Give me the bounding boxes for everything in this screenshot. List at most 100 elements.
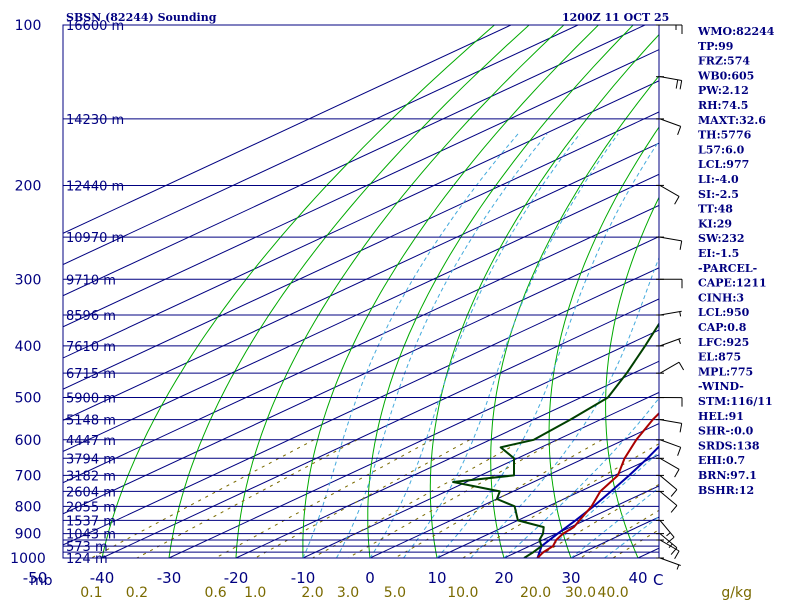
height-label: 10970 m <box>66 231 124 246</box>
profiles-layer <box>452 322 659 558</box>
station-title: SBSN (82244) Sounding <box>66 11 217 24</box>
temp-tick-label: 40 <box>628 569 647 587</box>
moist-adiabat <box>503 397 659 558</box>
temp-tick-label: -40 <box>90 569 115 587</box>
pressure-tick-label: 800 <box>15 499 42 515</box>
temperature-trace <box>536 411 659 558</box>
index-value: LCL:977 <box>698 158 749 171</box>
index-value: EHI:0.7 <box>698 454 745 467</box>
index-value: TT:48 <box>698 203 733 216</box>
mixing-ratio-label: 0.1 <box>80 585 102 600</box>
temp-tick-label: -50 <box>23 569 48 587</box>
index-value: LFC:925 <box>698 336 749 349</box>
mixing-ratio-line <box>91 439 315 558</box>
height-label: 124 m <box>66 552 108 567</box>
mixing-ratio-label: 1.0 <box>244 585 266 600</box>
pressure-tick-label: 200 <box>15 178 42 194</box>
temp-tick-label: 10 <box>427 569 446 587</box>
wind-barb <box>656 76 683 90</box>
index-value: -PARCEL- <box>698 262 757 275</box>
grid-layer <box>63 25 659 558</box>
isotherm-line <box>63 267 659 546</box>
index-value: EL:875 <box>698 351 741 364</box>
pressure-tick-label: 300 <box>15 272 42 288</box>
pressure-tick-label: 400 <box>15 339 42 355</box>
isotherm-line <box>63 25 512 234</box>
pressure-tick-label: 900 <box>15 527 42 543</box>
height-label: 9710 m <box>66 273 116 288</box>
index-value: MPL:775 <box>698 365 753 378</box>
pressure-tick-label: 600 <box>15 433 42 449</box>
sounding-time: 1200Z 11 OCT 25 <box>562 11 669 24</box>
moist-adiabat <box>436 140 659 558</box>
height-label: 16600 m <box>66 19 124 34</box>
index-value: HEL:91 <box>698 410 744 423</box>
isotherm-line <box>63 236 659 515</box>
temp-tick-label: 20 <box>494 569 513 587</box>
temp-tick-label: -20 <box>224 569 249 587</box>
wind-barb <box>656 474 678 497</box>
mixing-ratio-line <box>136 439 358 558</box>
height-label: 2604 m <box>66 485 116 500</box>
index-value: -WIND- <box>698 380 744 393</box>
index-value: WMO:82244 <box>697 25 775 38</box>
mixing-ratio-label: 2.0 <box>301 585 323 600</box>
moist-adiabat <box>336 133 548 558</box>
pressure-tick-label: 100 <box>15 18 42 34</box>
mixing-ratio-label: 40.0 <box>598 585 629 600</box>
mixing-ratio-label: 30.0 <box>565 585 596 600</box>
index-value: CAP:0.8 <box>698 321 747 334</box>
wind-barb <box>656 118 682 135</box>
index-value: SW:232 <box>698 232 745 245</box>
index-value: TH:5776 <box>698 129 752 142</box>
index-value: KI:29 <box>698 217 732 230</box>
height-label: 7610 m <box>66 340 116 355</box>
height-label: 14230 m <box>66 113 124 128</box>
index-value: MAXT:32.6 <box>698 114 766 127</box>
wind-barb <box>656 361 685 374</box>
index-value: SHR-:0.0 <box>698 425 754 438</box>
index-value: CINH:3 <box>698 291 744 304</box>
index-value: BRN:97.1 <box>698 469 757 482</box>
isotherm-line <box>63 25 646 297</box>
wind-barb <box>656 519 675 544</box>
index-value: PW:2.12 <box>698 84 749 97</box>
index-value: LCL:950 <box>698 306 750 319</box>
temp-tick-label: -10 <box>291 569 316 587</box>
height-label: 2055 m <box>66 500 116 515</box>
isotherm-line <box>101 298 659 558</box>
wind-barb <box>656 490 678 513</box>
height-label: 5900 m <box>66 392 116 407</box>
isotherm-line <box>63 173 659 453</box>
mixing-ratio-line <box>462 443 659 558</box>
height-label: 4447 m <box>66 434 116 449</box>
height-label: 573 m <box>66 540 108 555</box>
temp-tick-label: 30 <box>561 569 580 587</box>
index-value: BSHR:12 <box>698 484 754 497</box>
wind-barb <box>656 184 680 205</box>
mixing-ratio-label: 0.2 <box>126 585 148 600</box>
mixing-unit-label: g/kg <box>721 585 752 600</box>
moist-adiabat <box>570 486 659 558</box>
isotherm-line <box>63 142 659 421</box>
pressure-tick-label: 700 <box>15 468 42 484</box>
wind-barb <box>656 419 683 433</box>
isotherm-line <box>302 391 659 558</box>
wind-barb <box>656 337 681 347</box>
mixing-ratio-label: 5.0 <box>384 585 406 600</box>
mixing-ratio-label: 3.0 <box>337 585 359 600</box>
isotherm-line <box>235 360 659 558</box>
temp-tick-label: 0 <box>365 569 375 587</box>
index-value: L57:6.0 <box>698 143 745 156</box>
index-value: SI:-2.5 <box>698 188 739 201</box>
index-value: TP:99 <box>698 40 733 53</box>
height-label: 6715 m <box>66 367 116 382</box>
plot-frame <box>62 24 660 559</box>
index-value: WB0:605 <box>697 69 754 82</box>
index-value: FRZ:574 <box>698 55 750 68</box>
index-value: CAPE:1211 <box>698 277 767 290</box>
wind-barb <box>656 278 683 289</box>
index-value: RH:74.5 <box>698 99 748 112</box>
moist-adiabat <box>302 133 519 558</box>
